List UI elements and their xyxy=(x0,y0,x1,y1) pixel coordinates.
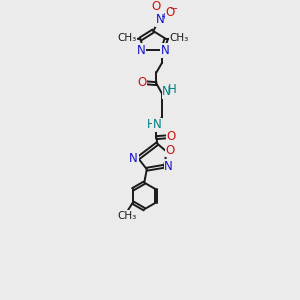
Text: CH₃: CH₃ xyxy=(117,211,136,221)
Text: +: + xyxy=(160,12,168,21)
Text: N: N xyxy=(164,160,173,173)
Text: H: H xyxy=(168,83,177,96)
Text: −: − xyxy=(170,4,178,14)
Text: O: O xyxy=(166,144,175,157)
Text: O: O xyxy=(166,6,175,19)
Text: N: N xyxy=(129,152,138,165)
Text: O: O xyxy=(152,0,161,13)
Text: CH₃: CH₃ xyxy=(118,33,137,43)
Text: N: N xyxy=(156,13,165,26)
Text: N: N xyxy=(137,44,146,57)
Text: CH₃: CH₃ xyxy=(169,33,189,43)
Text: O: O xyxy=(137,76,146,89)
Text: N: N xyxy=(152,118,161,131)
Text: N: N xyxy=(162,85,171,98)
Text: H: H xyxy=(147,118,156,131)
Text: N: N xyxy=(161,44,170,57)
Text: O: O xyxy=(167,130,176,143)
